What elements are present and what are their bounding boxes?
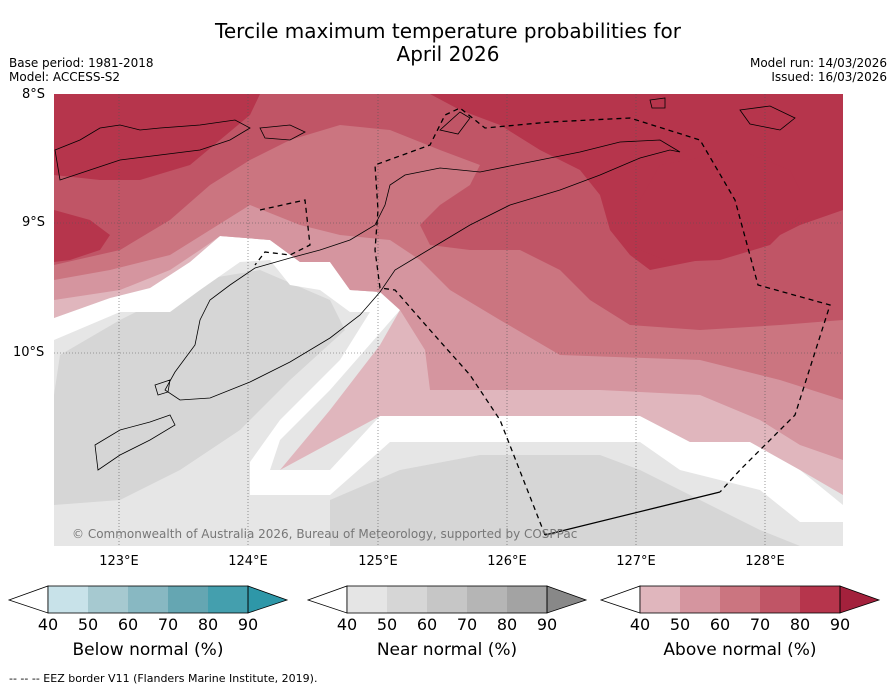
colorbar-above-max-arrow	[839, 585, 881, 614]
below-tick-90: 90	[237, 615, 259, 634]
eez-borders	[254, 107, 831, 536]
colorbar-below-bin-60	[128, 586, 168, 613]
lon-label-127e: 127°E	[616, 554, 656, 569]
model-name: Model: ACCESS-S2	[9, 70, 121, 84]
colorbar-near-max-arrow	[546, 585, 588, 614]
colorbar-near-bin-40	[347, 586, 387, 613]
colorbar-near-bin-60	[427, 586, 467, 613]
near-tick-80: 80	[496, 615, 518, 634]
colorbar-above-bin-80	[800, 586, 840, 613]
coastlines	[54, 97, 796, 471]
above-tick-80: 80	[789, 615, 811, 634]
above-normal-80-area-core	[630, 150, 800, 262]
lon-label-125e: 125°E	[358, 554, 398, 569]
below-tick-60: 60	[117, 615, 139, 634]
oecusse-eez-border	[254, 199, 311, 266]
below-normal-label: Below normal (%)	[72, 640, 224, 660]
near-tick-40: 40	[336, 615, 358, 634]
eez-dashed-border	[374, 107, 831, 536]
copyright-text: © Commonwealth of Australia 2026, Bureau…	[72, 527, 577, 541]
below-tick-70: 70	[157, 615, 179, 634]
eez-solid-border	[544, 491, 721, 536]
near-tick-90: 90	[536, 615, 558, 634]
colorbar-below-bin-40	[48, 586, 88, 613]
title-line-1: Tercile maximum temperature probabilitie…	[215, 19, 681, 43]
title-line-2: April 2026	[396, 42, 500, 66]
model-run: Model run: 14/03/2026	[749, 56, 887, 70]
below-tick-40: 40	[37, 615, 59, 634]
colorbar-below-bin-70	[168, 586, 208, 613]
lon-label-128e: 128°E	[745, 554, 785, 569]
near-normal-50-area-west	[54, 270, 345, 505]
colorbar-above-min-arrow	[599, 585, 641, 614]
colorbar-near-bin-50	[387, 586, 427, 613]
base-period: Base period: 1981-2018	[9, 56, 154, 70]
above-tick-60: 60	[709, 615, 731, 634]
semau-island-outline	[154, 379, 171, 396]
wetar-island-outline	[439, 111, 471, 135]
map-title: Tercile maximum temperature probabilitie…	[0, 20, 896, 66]
above-tick-40: 40	[629, 615, 651, 634]
above-tick-50: 50	[669, 615, 691, 634]
near-normal-50-area-south	[330, 455, 800, 546]
colorbar-above-bin-60	[720, 586, 760, 613]
below-tick-80: 80	[197, 615, 219, 634]
colorbar-below-normal	[7, 585, 289, 614]
issued-date: Issued: 16/03/2026	[771, 70, 887, 84]
lon-label-123e: 123°E	[99, 554, 139, 569]
colorbar-near-bin-80	[507, 586, 547, 613]
colorbar-below-max-arrow	[247, 585, 289, 614]
colorbar-below-min-arrow	[7, 585, 49, 614]
map-panel: © Commonwealth of Australia 2026, Bureau…	[54, 94, 843, 546]
flores-island-outline	[54, 119, 251, 181]
lat-label-10s: 10°S	[13, 345, 45, 360]
graticule	[54, 94, 843, 546]
below-tick-50: 50	[77, 615, 99, 634]
near-tick-70: 70	[456, 615, 478, 634]
colorbar-above-bin-50	[680, 586, 720, 613]
small-island-outline	[649, 97, 666, 109]
above-normal-80-area-northwest	[54, 94, 260, 180]
near-tick-50: 50	[376, 615, 398, 634]
above-normal-label: Above normal (%)	[663, 640, 817, 660]
above-tick-90: 90	[829, 615, 851, 634]
colorbar-below-bin-50	[88, 586, 128, 613]
lat-label-8s: 8°S	[22, 87, 46, 102]
alor-island-outline	[259, 124, 306, 141]
colorbar-near-normal	[306, 585, 588, 614]
colorbar-above-bin-40	[640, 586, 680, 613]
colorbar-above-bin-70	[760, 586, 800, 613]
colorbar-below-bin-80	[208, 586, 248, 613]
near-normal-label: Near normal (%)	[376, 640, 518, 660]
above-normal-80-area-west	[54, 210, 110, 262]
tanimbar-island-outline	[739, 105, 796, 131]
colorbar-near-min-arrow	[306, 585, 348, 614]
timor-island-outline	[164, 139, 681, 401]
eez-footnote: -- -- -- EEZ border V11 (Flanders Marine…	[9, 672, 318, 685]
near-tick-60: 60	[416, 615, 438, 634]
lat-label-9s: 9°S	[22, 215, 46, 230]
lon-label-124e: 124°E	[228, 554, 268, 569]
lon-label-126e: 126°E	[487, 554, 527, 569]
colorbar-above-normal	[599, 585, 881, 614]
above-tick-70: 70	[749, 615, 771, 634]
meta-right: Model run: 14/03/2026 Issued: 16/03/2026	[750, 56, 887, 84]
rote-island-outline	[94, 414, 176, 471]
meta-left: Base period: 1981-2018 Model: ACCESS-S2	[9, 56, 154, 84]
colorbar-near-bin-70	[467, 586, 507, 613]
